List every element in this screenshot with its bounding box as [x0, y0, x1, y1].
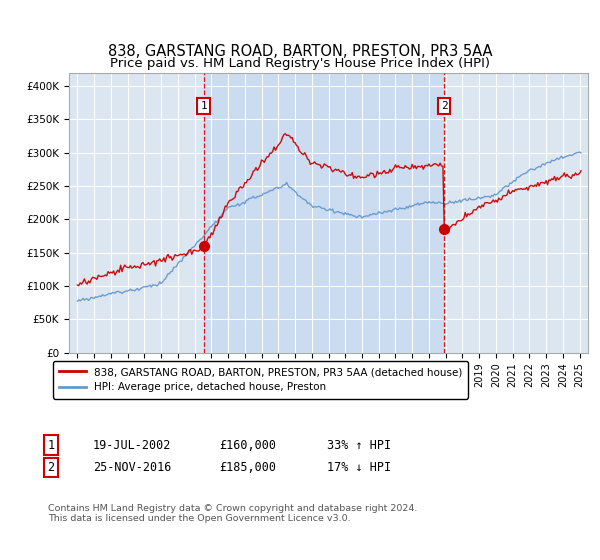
- Text: 25-NOV-2016: 25-NOV-2016: [93, 461, 172, 474]
- Text: 2: 2: [47, 461, 55, 474]
- Bar: [203, 73, 444, 353]
- Text: 2: 2: [440, 101, 448, 111]
- Text: £160,000: £160,000: [219, 438, 276, 452]
- Text: Price paid vs. HM Land Registry's House Price Index (HPI): Price paid vs. HM Land Registry's House …: [110, 57, 490, 70]
- Text: 33% ↑ HPI: 33% ↑ HPI: [327, 438, 391, 452]
- Text: 838, GARSTANG ROAD, BARTON, PRESTON, PR3 5AA: 838, GARSTANG ROAD, BARTON, PRESTON, PR3…: [108, 44, 492, 59]
- Legend: 838, GARSTANG ROAD, BARTON, PRESTON, PR3 5AA (detached house), HPI: Average pric: 838, GARSTANG ROAD, BARTON, PRESTON, PR3…: [53, 361, 469, 399]
- Text: £185,000: £185,000: [219, 461, 276, 474]
- Text: Contains HM Land Registry data © Crown copyright and database right 2024.
This d: Contains HM Land Registry data © Crown c…: [48, 504, 418, 524]
- Text: 17% ↓ HPI: 17% ↓ HPI: [327, 461, 391, 474]
- Text: 19-JUL-2002: 19-JUL-2002: [93, 438, 172, 452]
- Text: 1: 1: [47, 438, 55, 452]
- Text: 1: 1: [200, 101, 207, 111]
